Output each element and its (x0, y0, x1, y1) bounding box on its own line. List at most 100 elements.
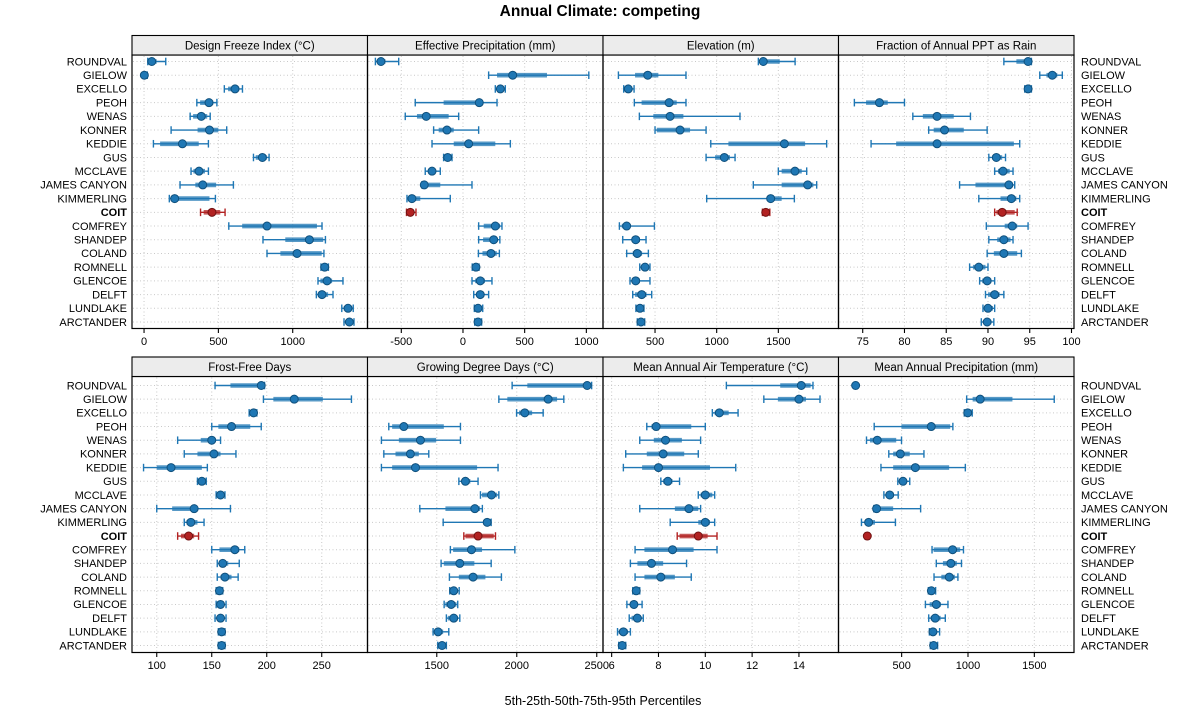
site-row (986, 248, 1023, 258)
site-row (449, 586, 460, 596)
site-row (757, 57, 796, 66)
site-label-right: COLAND (1081, 572, 1127, 584)
site-row (471, 276, 493, 286)
site-row (752, 180, 818, 190)
median-dot (289, 394, 299, 404)
median-dot (468, 572, 478, 582)
site-row (669, 517, 716, 527)
median-dot (198, 180, 208, 190)
site-row (927, 125, 988, 135)
median-dot (249, 408, 259, 418)
site-row (993, 166, 1014, 176)
site-row (479, 490, 500, 500)
site-label-left: GUS (103, 152, 127, 164)
site-label-right: KIMMERLING (1081, 517, 1151, 529)
site-label-right: GIELOW (1081, 394, 1126, 406)
median-dot (946, 558, 956, 568)
site-label-left: KIMMERLING (57, 517, 127, 529)
site-label-right: LUNDLAKE (1081, 303, 1139, 315)
median-dot (665, 111, 675, 121)
median-dot (473, 303, 483, 313)
median-dot (433, 627, 443, 637)
site-row (628, 613, 644, 623)
median-dot (322, 276, 332, 286)
median-dot (617, 641, 627, 650)
site-row (618, 221, 656, 231)
site-label-left: ROUNDVAL (67, 56, 127, 68)
panel-title: Mean Annual Air Temperature (°C) (633, 362, 808, 374)
median-dot (864, 517, 874, 527)
site-row (993, 207, 1018, 217)
site-label-left: EXCELLO (76, 408, 127, 420)
site-row (872, 504, 922, 514)
median-dot (474, 98, 484, 108)
median-dot (204, 125, 214, 135)
site-row (1003, 57, 1033, 66)
median-dot (415, 435, 425, 445)
median-dot (931, 599, 941, 609)
median-dot (407, 194, 417, 204)
site-row (635, 303, 645, 313)
median-dot (218, 558, 228, 568)
site-label-left: GUS (103, 476, 127, 488)
site-label-right: GLENCOE (1081, 276, 1135, 288)
median-dot (898, 476, 908, 486)
median-dot (675, 125, 685, 135)
site-row (935, 558, 963, 568)
site-row (477, 235, 501, 245)
median-dot (216, 490, 226, 500)
axis-tick-label: 1000 (704, 336, 728, 348)
median-dot (399, 422, 409, 432)
median-dot (653, 463, 663, 473)
site-row (183, 517, 205, 527)
panel-border (131, 375, 369, 654)
median-dot (658, 449, 668, 459)
median-dot (582, 381, 592, 390)
median-dot (419, 180, 429, 190)
median-dot (637, 290, 647, 300)
site-row (248, 408, 259, 418)
median-dot (427, 166, 437, 176)
axis-tick-label: 150 (203, 660, 221, 672)
median-dot (471, 262, 481, 272)
median-dot (851, 381, 861, 390)
median-dot (948, 545, 958, 555)
panel-title: Effective Precipitation (mm) (415, 40, 556, 52)
site-row (388, 422, 462, 432)
median-dot (147, 57, 157, 66)
site-row (266, 248, 325, 258)
axis-tick-label: 250 (313, 660, 331, 672)
median-dot (292, 248, 302, 258)
site-row (463, 531, 497, 541)
site-row (980, 317, 995, 327)
median-dot (437, 641, 447, 650)
site-row (860, 517, 897, 527)
site-row (196, 476, 207, 486)
median-dot (466, 545, 476, 555)
site-row (660, 476, 681, 486)
median-dot (1047, 70, 1057, 80)
site-row (625, 248, 650, 258)
panel-5: 100 150 200 250 Frost-Free Days (131, 356, 369, 672)
site-row (515, 408, 544, 418)
site-row (626, 599, 643, 609)
median-dot (217, 627, 227, 637)
site-row (705, 152, 736, 162)
site-label-right: COLAND (1081, 248, 1127, 260)
axis-tick-label: 200 (258, 660, 276, 672)
axis-tick-label: 1000 (956, 660, 980, 672)
median-dot (1023, 57, 1033, 66)
site-label-right: WENAS (1081, 111, 1121, 123)
site-label-right: COIT (1081, 531, 1108, 543)
median-dot (999, 235, 1009, 245)
site-row (432, 125, 480, 135)
site-row (473, 290, 490, 300)
site-row (477, 221, 503, 231)
site-label-left: KIMMERLING (57, 193, 127, 205)
median-dot (186, 517, 196, 527)
median-dot (646, 558, 656, 568)
site-label-left: GIELOW (83, 70, 128, 82)
site-label-left: ARCTANDER (59, 640, 127, 652)
site-row (424, 166, 441, 176)
